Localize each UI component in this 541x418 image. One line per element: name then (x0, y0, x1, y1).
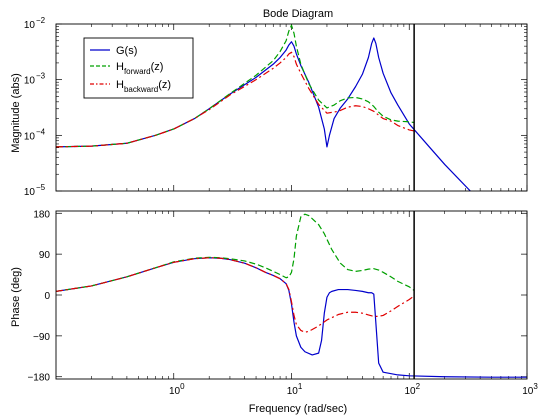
magnitude-y-tick-exponent: −5 (36, 183, 46, 192)
legend-box (83, 37, 194, 99)
phase-y-tick-label: −90 (33, 332, 50, 343)
magnitude-axis-label: Magnitude (abs) (10, 73, 22, 153)
magnitude-y-tick-label: 10−4 (24, 127, 46, 142)
chart-title: Bode Diagram (263, 8, 333, 20)
magnitude-y-tick-label: 10−3 (24, 72, 46, 87)
x-tick-label: 100 (169, 382, 185, 397)
magnitude-y-tick-label: 10−2 (24, 16, 46, 31)
phase-y-tick-label: 180 (33, 209, 50, 220)
magnitude-axes-frame (55, 23, 528, 192)
phase-plot-area (56, 211, 527, 379)
magnitude-y-tick-exponent: −4 (36, 127, 46, 136)
phase-plot: 100 101 102 103 180 90 0 −90 −180 (27, 209, 538, 397)
phase-series-h-forward (56, 213, 415, 292)
frequency-axis-label: Frequency (rad/sec) (249, 403, 347, 415)
magnitude-series-h-forward (56, 24, 415, 148)
magnitude-y-tick-exponent: −3 (36, 72, 46, 81)
phase-axis-label: Phase (deg) (10, 267, 22, 327)
phase-axes-frame (55, 210, 528, 380)
legend: G(s)Hforward(z)Hbackward(z) (83, 37, 194, 99)
magnitude-series-g-s (56, 37, 471, 191)
phase-y-tick-label: 90 (39, 250, 51, 261)
magnitude-series-h-backward (56, 51, 415, 148)
phase-y-tick-label: 0 (44, 291, 50, 302)
x-tick-label: 103 (522, 382, 538, 397)
phase-y-tick-label: −180 (27, 373, 50, 384)
magnitude-y-tick-label: 10−5 (24, 183, 46, 198)
legend-label: G(s) (116, 45, 137, 57)
x-tick-label: 102 (404, 382, 420, 397)
magnitude-plot: 10−5 10−4 10−3 10−2 (24, 16, 528, 198)
x-tick-label: 101 (287, 382, 303, 397)
magnitude-y-tick-exponent: −2 (36, 16, 46, 25)
